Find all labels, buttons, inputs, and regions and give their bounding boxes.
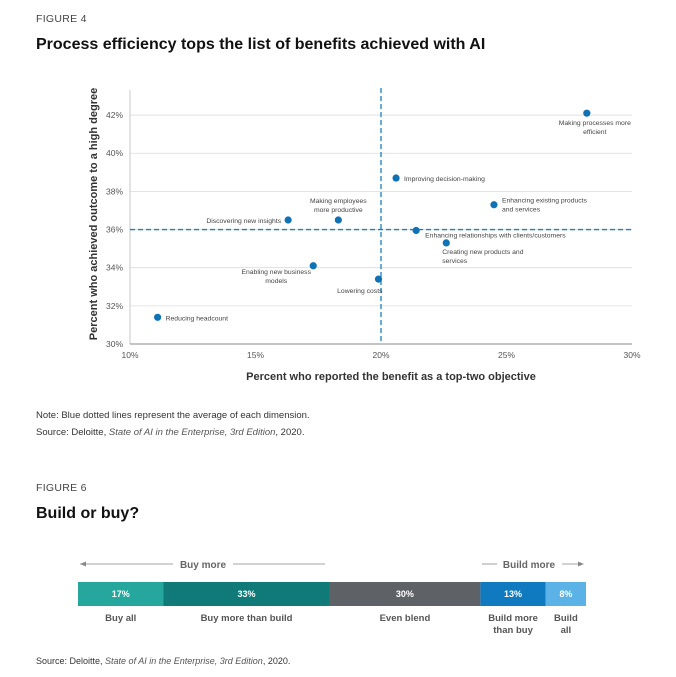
data-point <box>154 313 162 321</box>
figure4-title: Process efficiency tops the list of bene… <box>36 36 486 53</box>
bar-category-label: Build all <box>554 613 578 636</box>
point-label: Reducing headcount <box>166 315 228 322</box>
figure6-title: Build or buy? <box>36 505 140 522</box>
y-tick-label: 34% <box>106 263 123 273</box>
data-point <box>392 174 400 182</box>
x-tick-label: 20% <box>372 350 389 360</box>
point-label: Lowering costs <box>337 288 383 295</box>
y-tick-label: 38% <box>106 186 123 196</box>
bar-value-label: 33% <box>237 589 255 599</box>
bar-value-label: 13% <box>504 589 522 599</box>
data-point <box>442 239 450 247</box>
data-point <box>412 226 420 235</box>
y-axis-title: Percent who achieved outcome to a high d… <box>88 88 100 340</box>
build-more-label: Build more <box>503 560 556 571</box>
y-tick-label: 42% <box>106 110 123 120</box>
point-label: Making processes more efficient <box>559 120 631 136</box>
figure6-label: FIGURE 6 <box>36 482 87 494</box>
data-point <box>583 109 591 117</box>
x-axis-title: Percent who reported the benefit as a to… <box>246 371 536 383</box>
figure4-note: Note: Blue dotted lines represent the av… <box>36 410 310 421</box>
y-tick-label: 36% <box>106 225 123 235</box>
bar-category-label: Buy more than build <box>201 613 293 624</box>
bar-segment <box>78 582 164 606</box>
point-label: Enhancing existing products and services <box>502 198 588 214</box>
average-lines <box>130 88 632 344</box>
build-more-arrow <box>578 561 584 567</box>
tick-labels: 30% 32% 34% 36% 38% 40% 42% 10% 15% 20% 25% 30% <box>106 110 641 360</box>
bar-category-label: Build more than buy <box>488 613 538 636</box>
y-tick-label: 40% <box>106 148 123 158</box>
bar-value-label: 30% <box>396 589 414 599</box>
bar-value-label: 17% <box>112 589 130 599</box>
range-indicators: Buy more Build more <box>80 560 584 571</box>
point-label: Enhancing relationships with clients/cus… <box>425 232 566 239</box>
x-tick-label: 30% <box>623 350 640 360</box>
point-label: Discovering new insights <box>206 218 281 225</box>
stacked-bar: 17% Buy all 33% Buy more than build 30% Even … <box>78 582 586 636</box>
data-point <box>284 216 292 224</box>
figure4-source: Source: Deloitte, State of AI in the Ent… <box>36 427 304 438</box>
source-suffix: , 2020. <box>262 656 291 666</box>
data-point <box>309 262 317 270</box>
figure6-source: Source: Deloitte, State of AI in the Ent… <box>36 656 290 666</box>
point-label: Enabling new business models <box>241 269 311 285</box>
data-point <box>374 275 383 283</box>
x-tick-label: 25% <box>498 350 515 360</box>
bar-segment <box>480 582 546 606</box>
bar-category-label: Even blend <box>380 613 431 624</box>
source-prefix: Source: Deloitte, <box>36 427 109 438</box>
x-tick-label: 15% <box>247 350 264 360</box>
data-points: Making processes more efficient Improving … <box>154 109 631 322</box>
source-prefix: Source: Deloitte, <box>36 656 106 666</box>
data-point <box>334 216 342 224</box>
source-title: State of AI in the Enterprise, 3rd Editi… <box>105 656 263 666</box>
bar-segment <box>329 582 481 606</box>
source-title: State of AI in the Enterprise, 3rd Editi… <box>108 427 276 438</box>
bar-segment <box>545 582 586 606</box>
data-point <box>490 201 498 209</box>
point-label: Making employees more productive <box>310 198 367 214</box>
bar-category-label: Buy all <box>105 613 136 624</box>
buy-more-label: Buy more <box>180 560 227 571</box>
source-suffix: , 2020. <box>275 427 305 438</box>
y-tick-label: 32% <box>106 301 123 311</box>
x-tick-label: 10% <box>121 350 138 360</box>
point-label: Creating new products and services <box>442 249 523 265</box>
y-tick-label: 30% <box>106 339 123 349</box>
point-label: Improving decision-making <box>404 176 485 183</box>
buy-more-arrow <box>80 561 86 567</box>
figure4-label: FIGURE 4 <box>36 13 87 25</box>
build-or-buy-chart: Buy more Build more 17% Buy all 33% Buy mor… <box>78 560 586 636</box>
bar-segment <box>163 582 330 606</box>
bar-value-label: 8% <box>559 589 572 599</box>
scatter-chart: 30% 32% 34% 36% 38% 40% 42% 10% 15% 20% 25% 30% Mak… <box>88 88 641 383</box>
